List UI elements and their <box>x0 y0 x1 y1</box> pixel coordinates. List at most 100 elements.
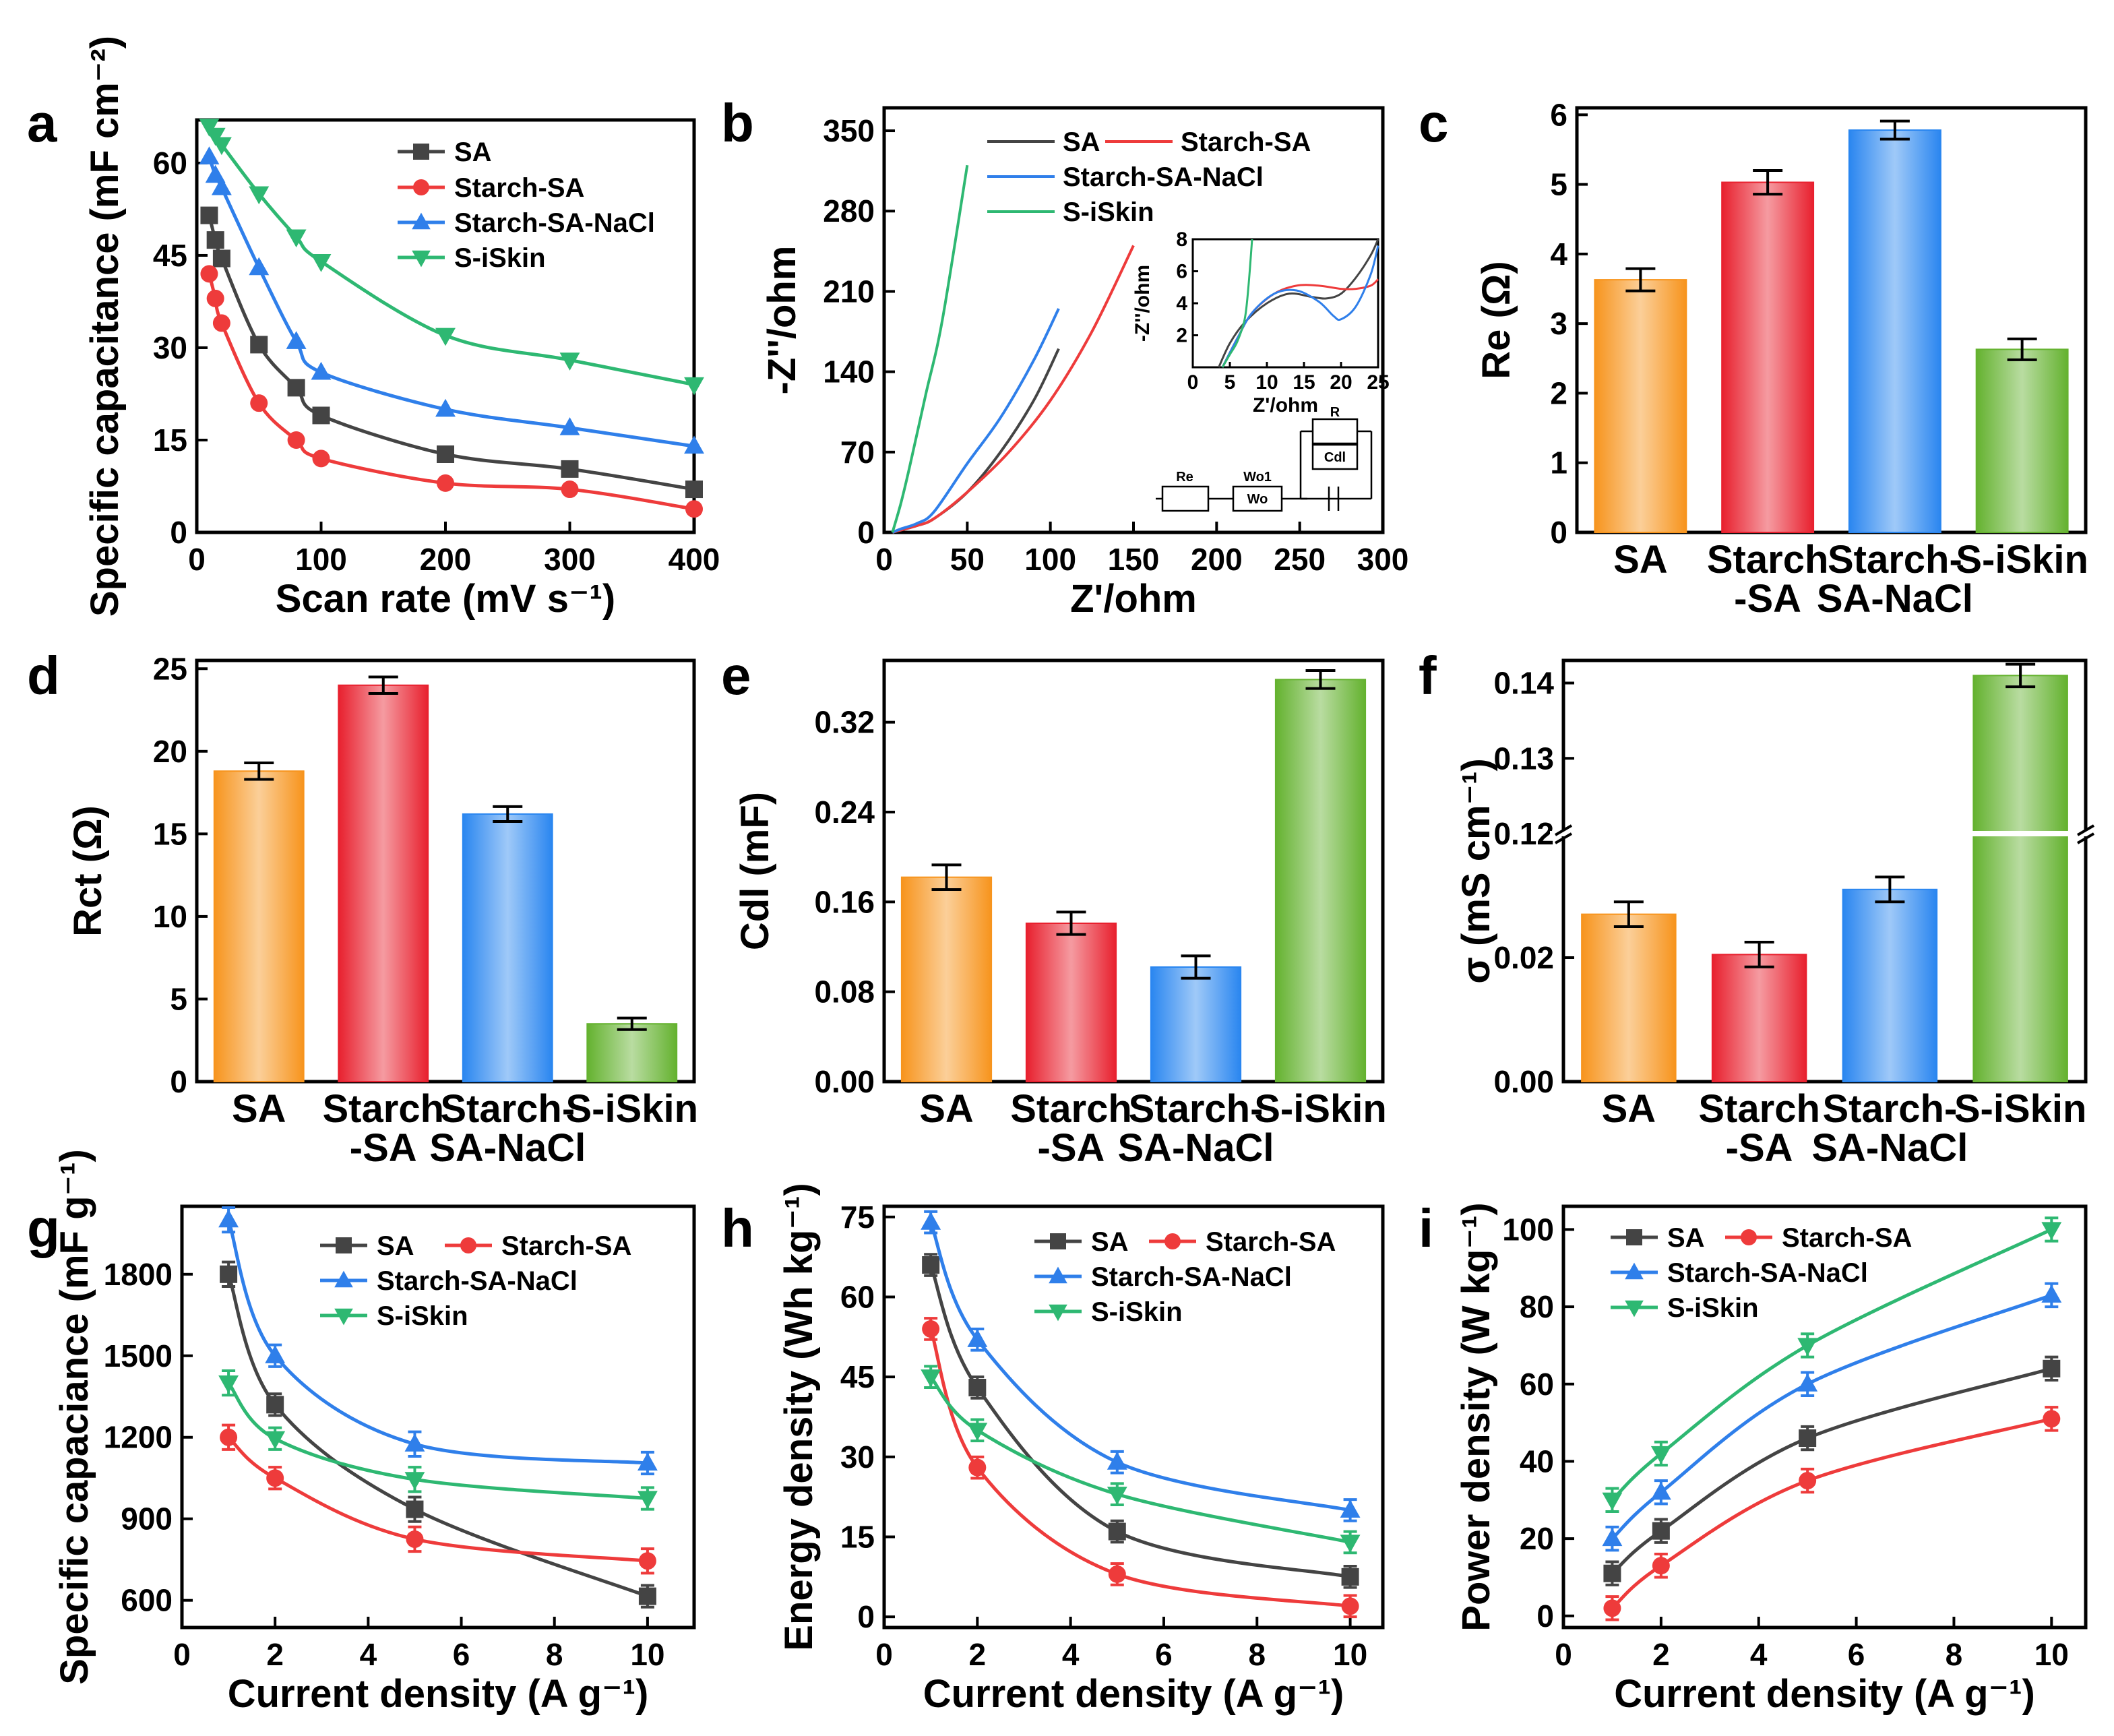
x-tick-label: 200 <box>420 542 472 577</box>
series-line-starch-sa <box>929 1328 1350 1608</box>
series-line-starch-sa <box>208 273 695 511</box>
data-point-s-iskin <box>921 1369 941 1388</box>
capacitor-box <box>1311 443 1359 470</box>
bar <box>586 1023 678 1083</box>
bar <box>1848 129 1941 533</box>
legend-marker <box>1625 1262 1644 1280</box>
plot-frame <box>180 1204 696 1630</box>
legend-label-s-iskin: S-iSkin <box>1667 1293 1759 1323</box>
y-tick-label: 0.00 <box>1493 1064 1554 1099</box>
series-line-s-iskin <box>227 1382 648 1500</box>
bar <box>1274 679 1367 1082</box>
y-tick-label: 60 <box>840 1279 875 1314</box>
series-line-s-iskin <box>1611 1228 2053 1501</box>
legend-marker <box>413 144 429 160</box>
data-point-s-iskin <box>404 1472 425 1490</box>
data-point-s-iskin <box>967 1423 988 1441</box>
legend-label-starch-sa: Starch-SA <box>454 173 584 203</box>
bar <box>1150 966 1242 1082</box>
y-tick-label: 4 <box>1550 237 1567 272</box>
x-tick-label: 10 <box>2034 1637 2069 1672</box>
axis-break-mark <box>1554 832 1573 844</box>
chart-panel-c: c 0 1 2 3 4 5 6 SA Starch-SA Starch-SA-NaClS-iSkin… <box>1419 93 2088 621</box>
legend-marker <box>412 212 431 230</box>
x-tick-label: 0 <box>875 1637 893 1672</box>
y-tick-label: 6 <box>1550 97 1567 132</box>
y-tick-label: 20 <box>153 734 187 769</box>
resistor-r <box>1311 418 1359 445</box>
data-point-s-iskin <box>1602 1492 1623 1511</box>
y-tick-label: 900 <box>121 1501 173 1537</box>
y-tick-label: 0 <box>170 1064 187 1099</box>
y-tick-label: 25 <box>153 651 187 686</box>
data-point-starch-sa <box>206 289 224 307</box>
data-point-sa <box>685 480 703 499</box>
data-point-starch-sa-nacl <box>1650 1481 1671 1500</box>
inset-y-label: -Z''/ohm <box>1131 265 1154 342</box>
y-tick-label: 3 <box>1550 306 1567 341</box>
data-point-starch-sa <box>1341 1597 1359 1615</box>
data-point-s-iskin <box>1107 1487 1127 1505</box>
bar <box>1975 348 2069 534</box>
data-point-sa <box>638 1587 656 1605</box>
warburg-element <box>1232 485 1283 512</box>
chart-panel-f: f 0.00 0.02 0.12 0.13 0.14 SA Starch-SA Starch-S… <box>1419 646 2099 1170</box>
data-point-starch-sa-nacl <box>1602 1528 1623 1547</box>
category-label: SA <box>919 1087 974 1131</box>
category-label: -SA <box>350 1126 417 1170</box>
data-point-starch-sa-nacl <box>218 1209 239 1228</box>
category-label: -SA <box>1734 577 1801 621</box>
data-point-starch-sa-nacl <box>286 331 307 349</box>
data-point-s-iskin <box>286 229 307 248</box>
y-tick-label: 15 <box>840 1520 875 1555</box>
y-tick-label: 210 <box>823 274 875 309</box>
data-point-sa <box>212 249 230 268</box>
y-axis-label: Specific capacitance (mF cm⁻²) <box>83 36 127 617</box>
category-label: Starch- <box>1828 538 1962 582</box>
data-point-starch-sa-nacl <box>205 164 226 183</box>
y-tick-label: 75 <box>840 1200 875 1235</box>
y-tick-label: 0.13 <box>1493 741 1554 776</box>
data-point-s-iskin <box>559 352 580 371</box>
chart-panel-d: d 0 5 10 15 20 25 SA Starch-SA Starch-SA-NaClS-iS… <box>27 646 698 1170</box>
y-axis-label: σ (mS cm⁻¹) <box>1454 758 1498 984</box>
legend-marker <box>334 1270 353 1288</box>
y-tick-label: 0.24 <box>814 795 875 830</box>
series-line-sa <box>226 1273 648 1598</box>
y-tick-label: 80 <box>1520 1289 1554 1324</box>
y-tick-label: 60 <box>1520 1367 1554 1402</box>
bar <box>462 813 553 1082</box>
panel-label: b <box>721 93 754 153</box>
inset-line-starch-sa-nacl <box>1221 245 1379 368</box>
y-tick-label: 15 <box>153 423 187 458</box>
data-point-sa <box>1652 1522 1670 1540</box>
legend-label-sa: SA <box>1667 1223 1705 1253</box>
data-point-sa <box>1108 1522 1126 1541</box>
category-label: Starch- <box>1129 1087 1264 1131</box>
data-point-sa <box>220 1265 238 1283</box>
panel-label: d <box>27 646 60 706</box>
y-tick-label: 0 <box>170 515 187 550</box>
data-point-starch-sa-nacl <box>559 417 580 435</box>
data-point-s-iskin <box>218 1375 239 1394</box>
bar <box>1711 954 1807 1083</box>
y-axis-label: Specific capaciance (mF g⁻¹) <box>53 1149 96 1685</box>
legend-marker <box>1625 1300 1644 1318</box>
x-tick-label: 2 <box>1652 1637 1670 1672</box>
data-point-starch-sa-nacl <box>1107 1452 1127 1470</box>
data-point-starch-sa <box>1799 1472 1817 1490</box>
y-tick-label: 0.08 <box>814 974 875 1010</box>
equivalent-circuit: Re Wo1 Wo R Cdl <box>1156 405 1373 512</box>
plot-frame <box>195 118 696 534</box>
bar <box>213 770 305 1082</box>
legend-marker <box>1049 1266 1067 1284</box>
x-tick-label: 4 <box>1750 1637 1768 1672</box>
circuit-label-wo: Wo <box>1247 492 1268 507</box>
panel-label: c <box>1419 93 1449 153</box>
data-point-sa <box>922 1256 940 1274</box>
legend-marker <box>413 179 429 195</box>
data-point-sa <box>2043 1359 2061 1377</box>
y-tick-label: 1200 <box>104 1420 173 1455</box>
data-point-starch-sa <box>200 265 218 283</box>
legend-marker <box>336 1237 352 1253</box>
